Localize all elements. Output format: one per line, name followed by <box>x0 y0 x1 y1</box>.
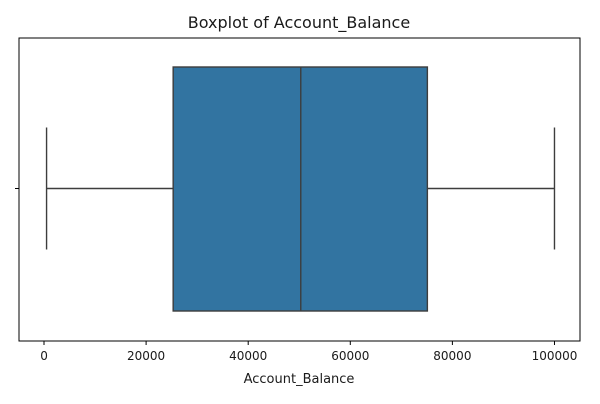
x-axis-tick-label: 100000 <box>532 349 578 363</box>
plot-frame <box>18 37 581 342</box>
x-axis-tick-label: 60000 <box>331 349 369 363</box>
x-axis-tick-label: 80000 <box>433 349 471 363</box>
x-axis-label: Account_Balance <box>244 372 355 387</box>
x-axis-tick-label: 40000 <box>229 349 267 363</box>
x-axis-tick-label: 0 <box>40 349 48 363</box>
chart-title: Boxplot of Account_Balance <box>188 13 410 33</box>
x-axis-tick-label: 20000 <box>127 349 165 363</box>
plot-area: 0 20000 40000 60000 80000 100000 <box>15 37 581 363</box>
